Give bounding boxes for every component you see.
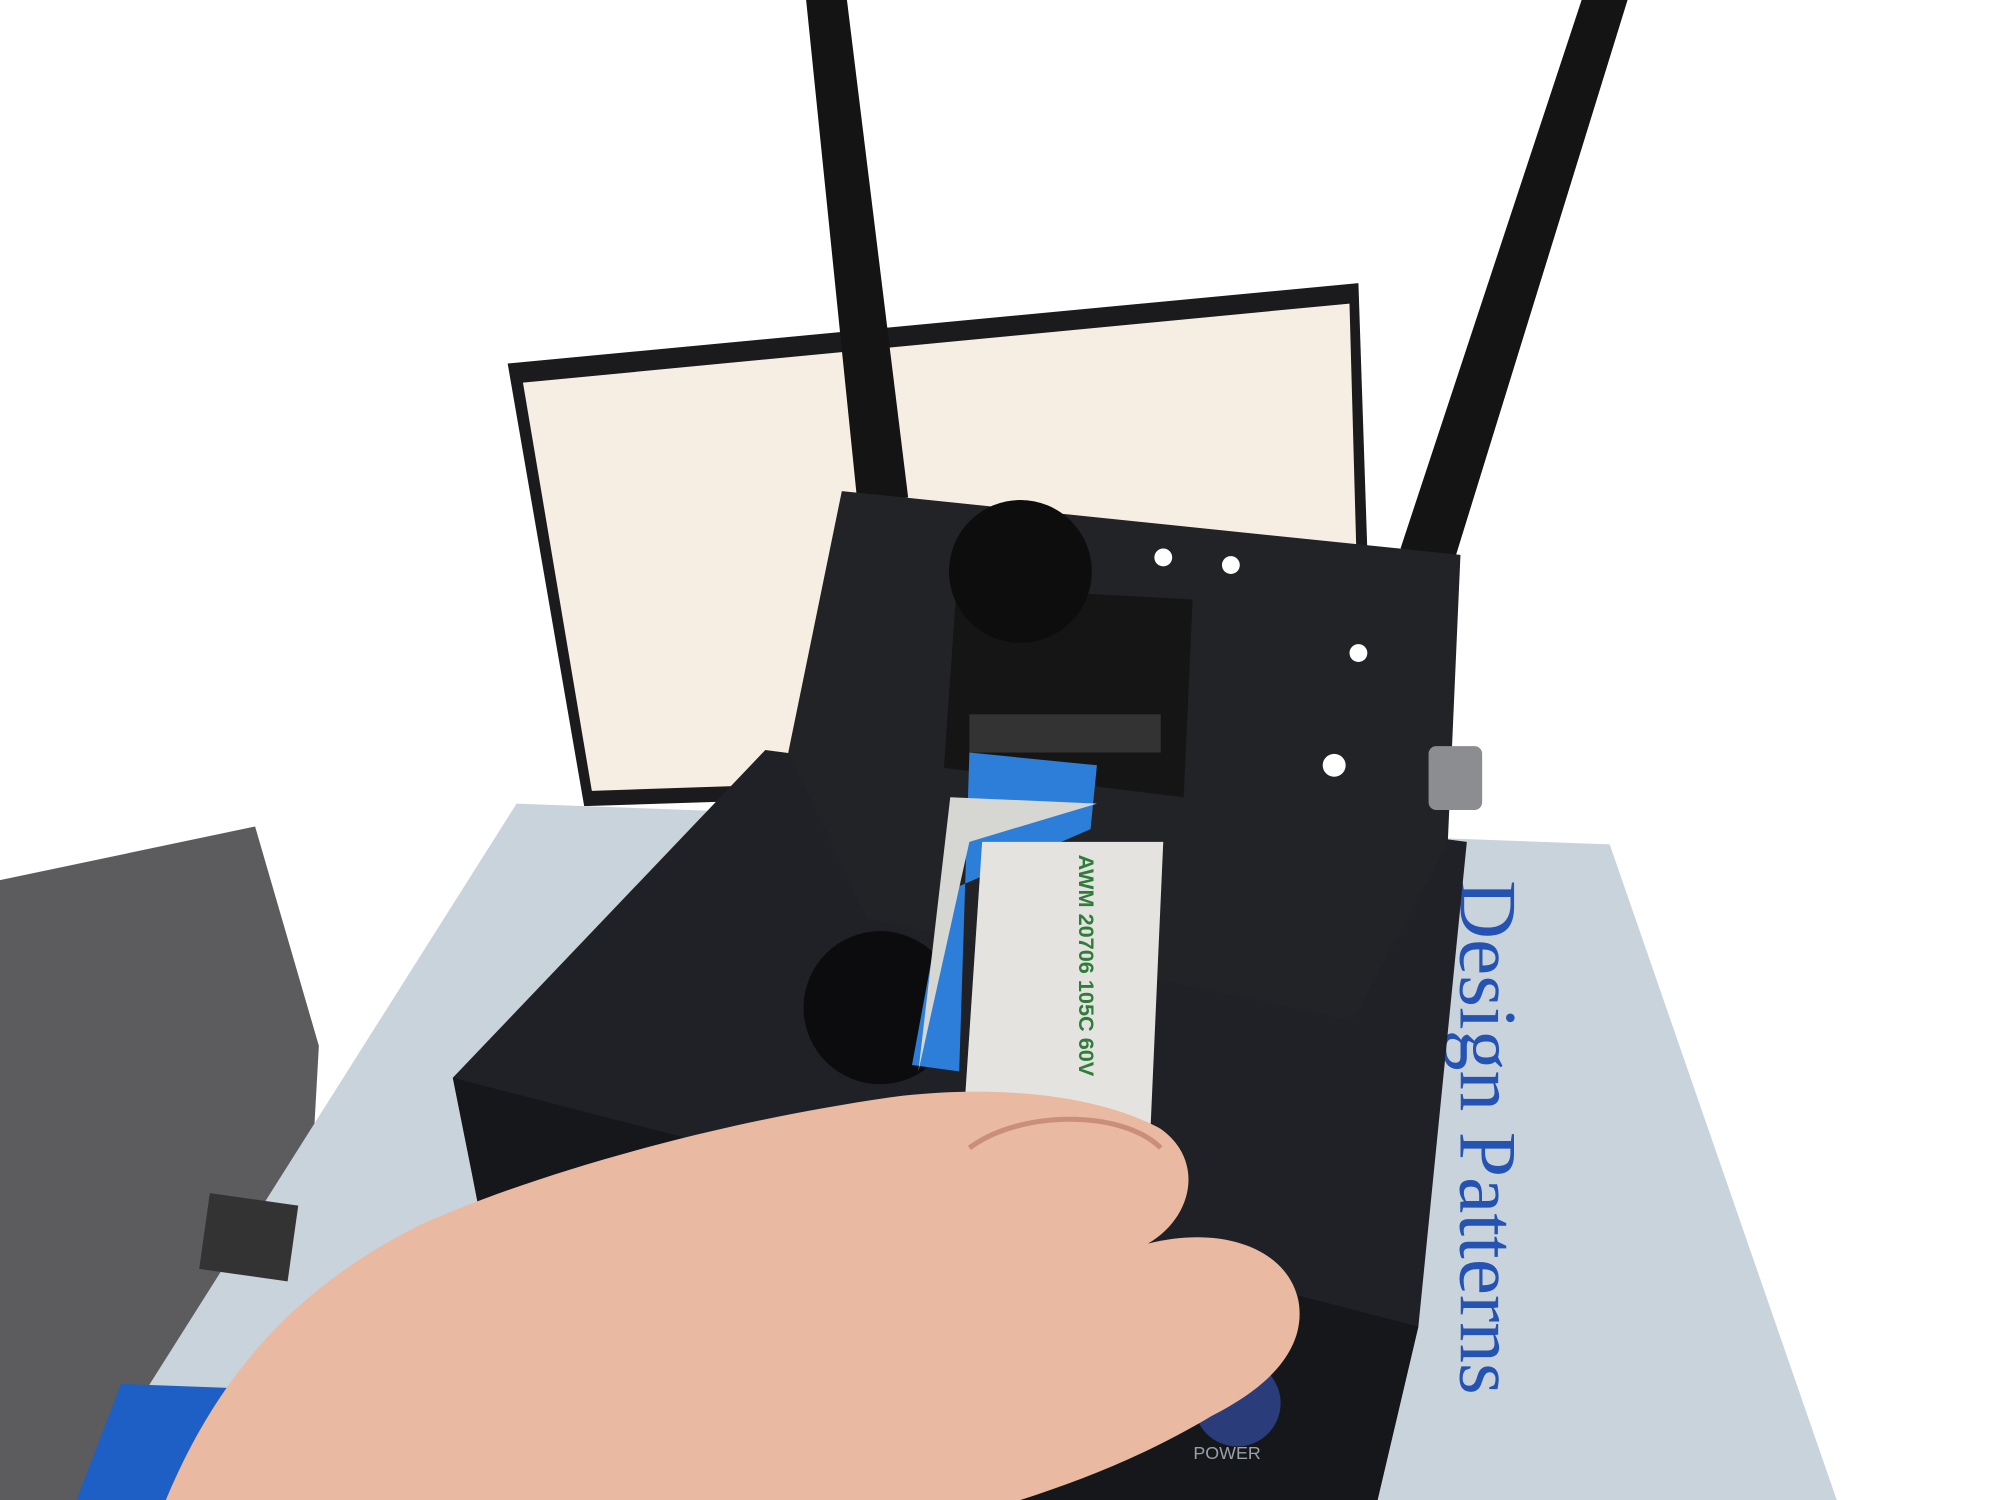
- thumbnail: [967, 1116, 1163, 1151]
- camera-connector: [969, 714, 1161, 753]
- book-title: Design Patterns: [1442, 880, 1533, 1395]
- power-label: POWER: [1193, 1443, 1261, 1463]
- bracket-hole: [1322, 753, 1346, 777]
- thumb-screw: [1428, 746, 1483, 810]
- antenna-right: [1400, 0, 1628, 562]
- cable-print: AWM 20706 105C 60V: [1074, 855, 1099, 1077]
- ribbon-blue: [911, 752, 1097, 1072]
- ribbon-back: [918, 797, 1097, 1072]
- book-logo: [199, 1193, 299, 1282]
- camera-lens: [948, 500, 1092, 643]
- bracket-hole: [1221, 556, 1240, 574]
- antenna-left: [806, 0, 909, 500]
- bracket-hole: [1154, 548, 1173, 567]
- hand: [165, 1091, 1300, 1500]
- bracket-hole: [1349, 644, 1368, 662]
